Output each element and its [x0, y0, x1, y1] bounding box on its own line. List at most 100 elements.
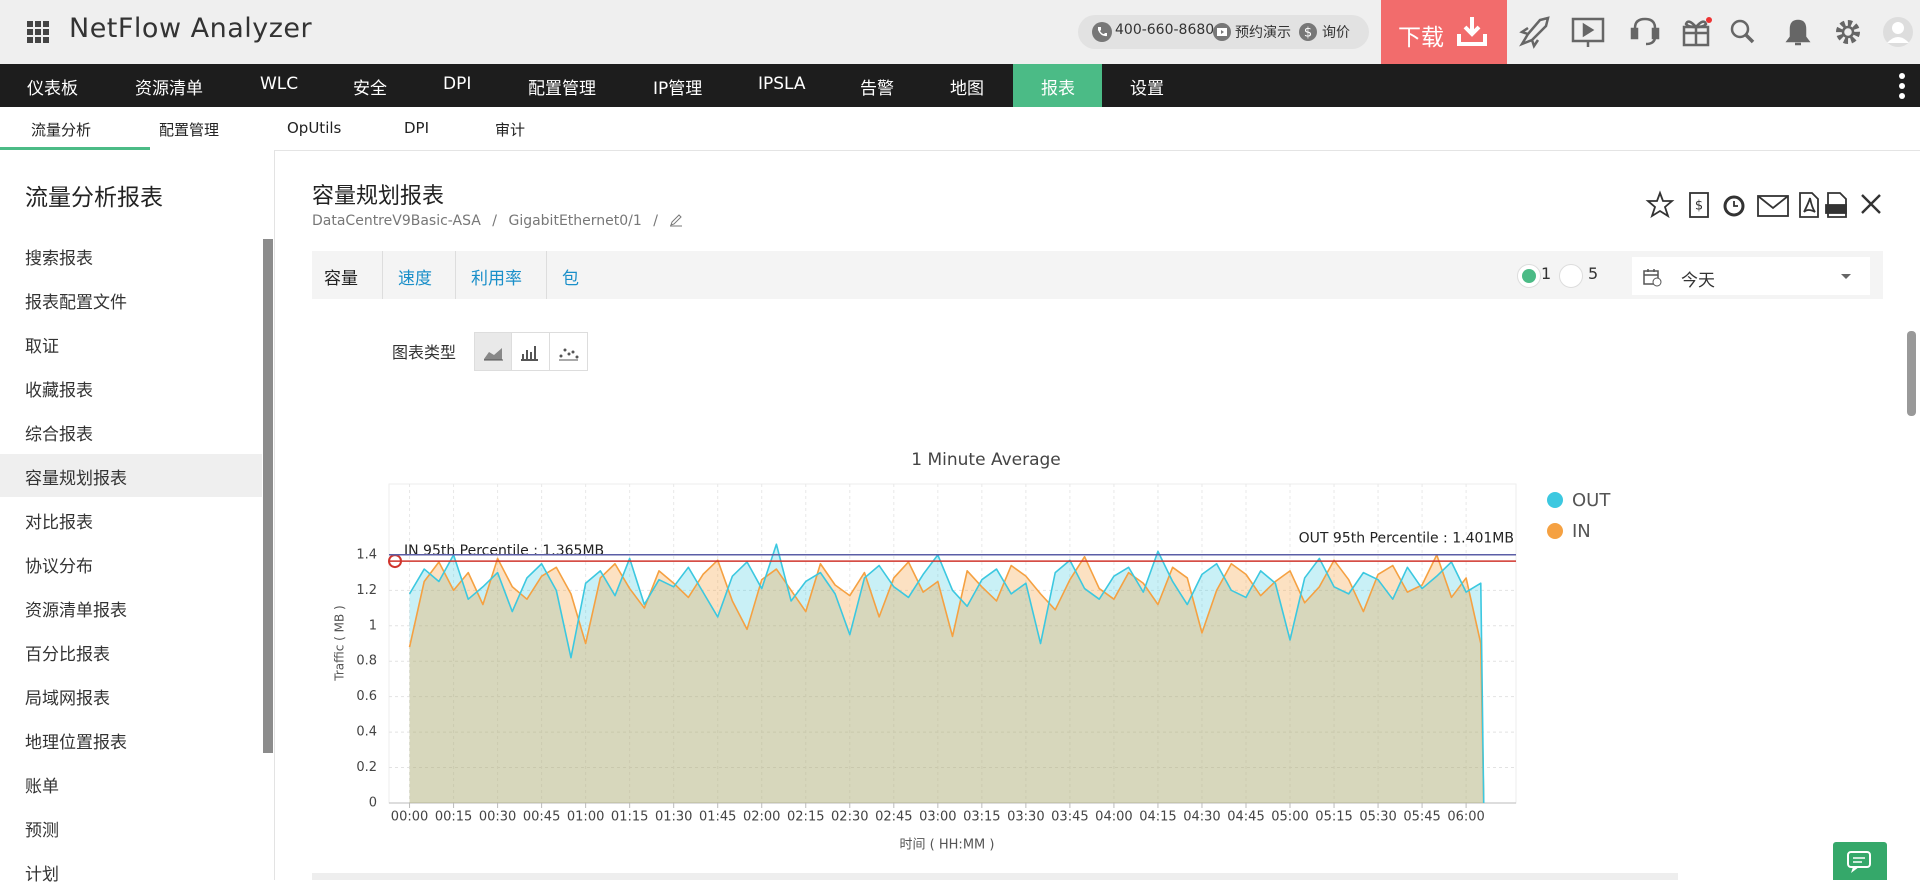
x-tick-label: 04:30 — [1183, 810, 1220, 825]
nav-item[interactable]: WLC — [260, 74, 299, 94]
sidebar-item[interactable]: 综合报表 — [25, 425, 93, 445]
breadcrumb-item[interactable]: GigabitEthernet0/1 — [508, 213, 642, 229]
sidebar-item[interactable]: 账单 — [25, 777, 59, 797]
alerts-icon[interactable] — [1785, 19, 1811, 46]
subnav-item[interactable]: 审计 — [495, 121, 526, 139]
nav-item[interactable]: 资源清单 — [135, 79, 203, 99]
legend-marker[interactable] — [1547, 523, 1563, 539]
tab-separator — [382, 251, 383, 299]
tab-separator — [546, 251, 547, 299]
settings-icon[interactable] — [1836, 20, 1860, 44]
x-tick-label: 00:30 — [479, 810, 516, 825]
search-icon[interactable] — [1730, 19, 1755, 44]
csv-icon[interactable] — [1825, 192, 1847, 218]
billing-icon[interactable]: $ — [1689, 192, 1709, 218]
apps-icon[interactable] — [27, 21, 49, 43]
report-tab[interactable]: 速度 — [398, 269, 432, 289]
email-icon[interactable] — [1757, 195, 1789, 217]
sidebar-item[interactable]: 百分比报表 — [25, 645, 110, 665]
nav-item[interactable]: 安全 — [353, 79, 387, 99]
support-icon[interactable] — [1630, 17, 1660, 46]
sidebar-item[interactable]: 报表配置文件 — [25, 293, 127, 313]
y-tick-label: 1.2 — [356, 583, 377, 598]
download-icon — [1457, 17, 1487, 46]
phone-number[interactable]: 400-660-8680 — [1115, 22, 1215, 38]
bar-chart-button[interactable] — [511, 332, 550, 371]
sidebar-title: 流量分析报表 — [25, 185, 163, 211]
nav-item[interactable]: 地图 — [950, 79, 984, 99]
sidebar-item[interactable]: 搜索报表 — [25, 249, 93, 269]
legend-label[interactable]: OUT — [1572, 490, 1611, 511]
y-tick-label: 0.4 — [356, 725, 377, 740]
present-icon[interactable] — [1571, 17, 1605, 47]
y-tick-label: 1 — [369, 618, 377, 633]
download-button[interactable]: 下载 — [1381, 0, 1507, 64]
x-tick-label: 04:45 — [1227, 810, 1264, 825]
report-tab[interactable]: 包 — [562, 269, 579, 289]
legend-label[interactable]: IN — [1572, 521, 1591, 542]
subnav-item[interactable]: 配置管理 — [159, 121, 220, 139]
sidebar-item[interactable]: 地理位置报表 — [25, 733, 127, 753]
radio-1-label: 1 — [1541, 264, 1552, 283]
sidebar-item[interactable]: 协议分布 — [25, 557, 93, 577]
edit-icon[interactable] — [669, 213, 683, 227]
x-tick-label: 06:00 — [1447, 810, 1484, 825]
schedule-icon[interactable] — [1723, 195, 1745, 217]
area-fill — [409, 544, 1484, 803]
sidebar-scrollbar[interactable] — [263, 239, 273, 753]
sidebar-item[interactable]: 取证 — [25, 337, 59, 357]
sidebar-item[interactable]: 收藏报表 — [25, 381, 93, 401]
content-scrollbar[interactable] — [1907, 331, 1916, 416]
svg-text:$: $ — [1304, 26, 1312, 41]
feedback-button[interactable] — [1833, 842, 1887, 880]
sidebar-item[interactable]: 局域网报表 — [25, 689, 110, 709]
breadcrumb-item[interactable]: DataCentreV9Basic-ASA — [312, 213, 481, 229]
nav-item[interactable]: 报表 — [1041, 79, 1075, 99]
percentile-label: OUT 95th Percentile : 1.401MB — [1299, 531, 1514, 547]
y-tick-label: 0.2 — [356, 760, 377, 775]
nav-item[interactable]: 告警 — [860, 79, 894, 99]
pdf-icon[interactable] — [1799, 192, 1819, 218]
favorite-icon[interactable] — [1645, 190, 1675, 219]
quote-link[interactable]: 询价 — [1322, 25, 1350, 41]
nav-item[interactable]: DPI — [443, 74, 472, 94]
nav-item[interactable]: 配置管理 — [528, 79, 596, 99]
scatter-chart-button[interactable] — [549, 332, 588, 371]
x-tick-label: 05:30 — [1359, 810, 1396, 825]
main-nav: 仪表板 资源清单 WLC 安全 DPI 配置管理 IP管理 IPSLA 告警 地图 报表 设置 — [0, 64, 1920, 107]
area-chart-button[interactable] — [474, 332, 512, 371]
toolbar-icons — [1519, 16, 1913, 49]
table-header-edge — [312, 873, 1678, 880]
nav-item[interactable]: 设置 — [1130, 79, 1164, 99]
report-tab[interactable]: 容量 — [324, 269, 358, 289]
sidebar-item[interactable]: 预测 — [25, 821, 59, 841]
more-menu[interactable] — [1898, 72, 1906, 100]
sidebar-item[interactable]: 容量规划报表 — [25, 469, 127, 489]
sidebar-active-bg — [0, 454, 262, 497]
subnav-item[interactable]: DPI — [404, 119, 430, 137]
x-tick-label: 02:00 — [743, 810, 780, 825]
sidebar-item[interactable]: 对比报表 — [25, 513, 93, 533]
demo-link[interactable]: 预约演示 — [1235, 25, 1291, 41]
gift-icon[interactable] — [1682, 17, 1712, 47]
user-avatar[interactable] — [1883, 17, 1913, 47]
close-icon[interactable] — [1861, 194, 1881, 214]
nav-item[interactable]: IPSLA — [758, 74, 806, 94]
report-tab[interactable]: 利用率 — [471, 269, 522, 289]
subnav-item[interactable]: 流量分析 — [31, 121, 92, 139]
calendar-icon — [1643, 269, 1662, 287]
chart-type-label: 图表类型 — [392, 343, 457, 362]
sidebar-item[interactable]: 资源清单报表 — [25, 601, 127, 621]
legend-marker[interactable] — [1547, 492, 1563, 508]
radio-5[interactable] — [1559, 264, 1583, 288]
chat-icon — [1847, 851, 1871, 873]
subnav-item[interactable]: OpUtils — [287, 119, 342, 137]
period-dropdown[interactable]: 今天 — [1632, 257, 1870, 295]
nav-item[interactable]: IP管理 — [653, 79, 703, 99]
nav-item[interactable]: 仪表板 — [27, 79, 78, 99]
radio-1[interactable] — [1517, 264, 1541, 288]
x-tick-label: 01:30 — [655, 810, 692, 825]
rocket-icon[interactable] — [1519, 16, 1550, 49]
y-tick-label: 0.8 — [356, 654, 377, 669]
